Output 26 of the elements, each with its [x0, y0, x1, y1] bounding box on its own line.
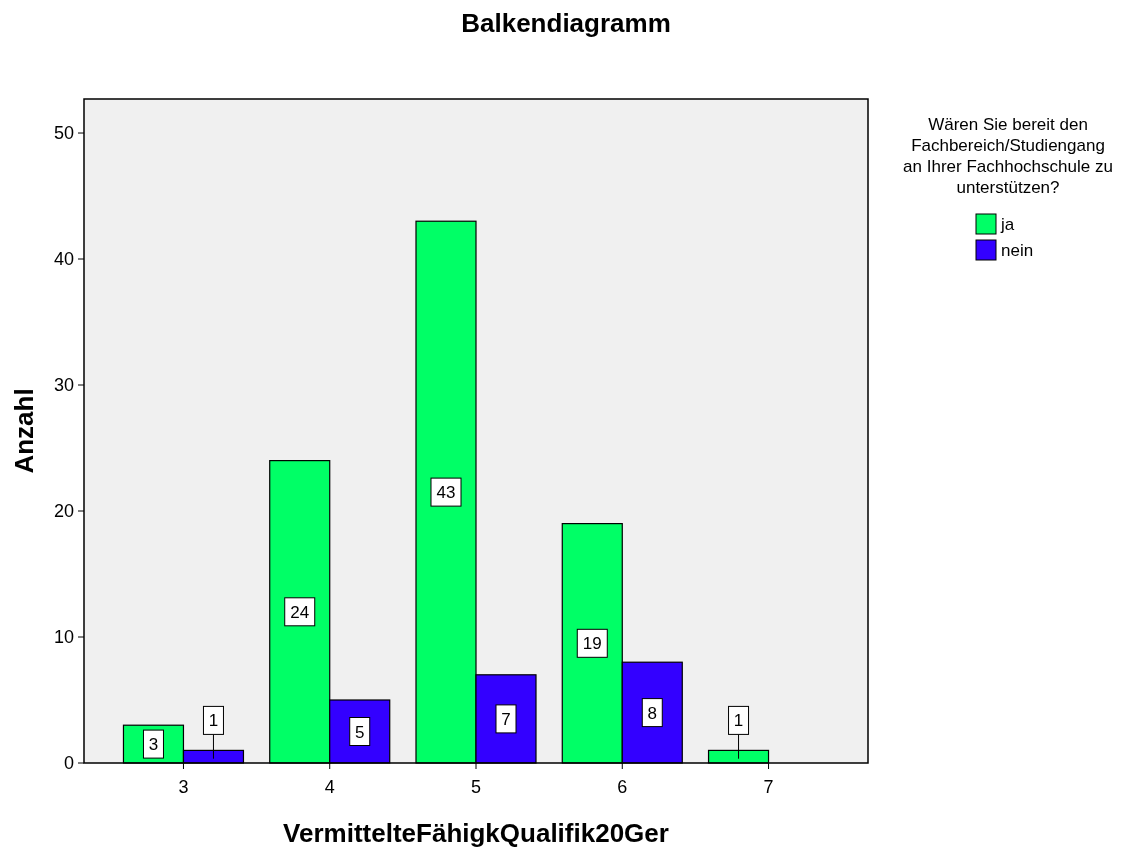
- x-tick-label: 5: [470, 777, 482, 797]
- data-label: 43: [436, 483, 456, 503]
- legend-title: Wären Sie bereit den Fachbereich/Studiengang an Ihrer Fachhochschule zu unterstützen?: [903, 115, 1113, 197]
- x-tick-label: 7: [763, 777, 774, 797]
- data-label: 1: [208, 711, 219, 731]
- legend-label: nein: [1001, 241, 1034, 260]
- y-tick-label: 20: [53, 501, 74, 522]
- data-label: 8: [647, 703, 657, 723]
- legend-label: ja: [1000, 215, 1015, 234]
- y-axis-title: Anzahl: [9, 388, 39, 474]
- data-label: 1: [733, 711, 744, 731]
- data-label: 19: [582, 634, 602, 654]
- y-tick-label: 50: [53, 123, 74, 144]
- chart-title: Balkendiagramm: [461, 8, 671, 38]
- x-tick-label: 3: [178, 777, 189, 797]
- data-label: 3: [148, 735, 159, 755]
- data-label: 7: [501, 709, 511, 729]
- x-tick-label: 6: [617, 777, 628, 797]
- data-label: 5: [355, 722, 365, 742]
- y-tick-label: 0: [63, 753, 74, 773]
- y-tick-label: 30: [53, 375, 74, 396]
- x-tick-label: 4: [324, 777, 335, 797]
- y-tick-label: 40: [53, 249, 74, 270]
- x-axis-title: VermittelteFähigkQualifik20Ger: [283, 818, 669, 848]
- y-tick-label: 10: [53, 627, 74, 647]
- data-label: 24: [290, 602, 310, 622]
